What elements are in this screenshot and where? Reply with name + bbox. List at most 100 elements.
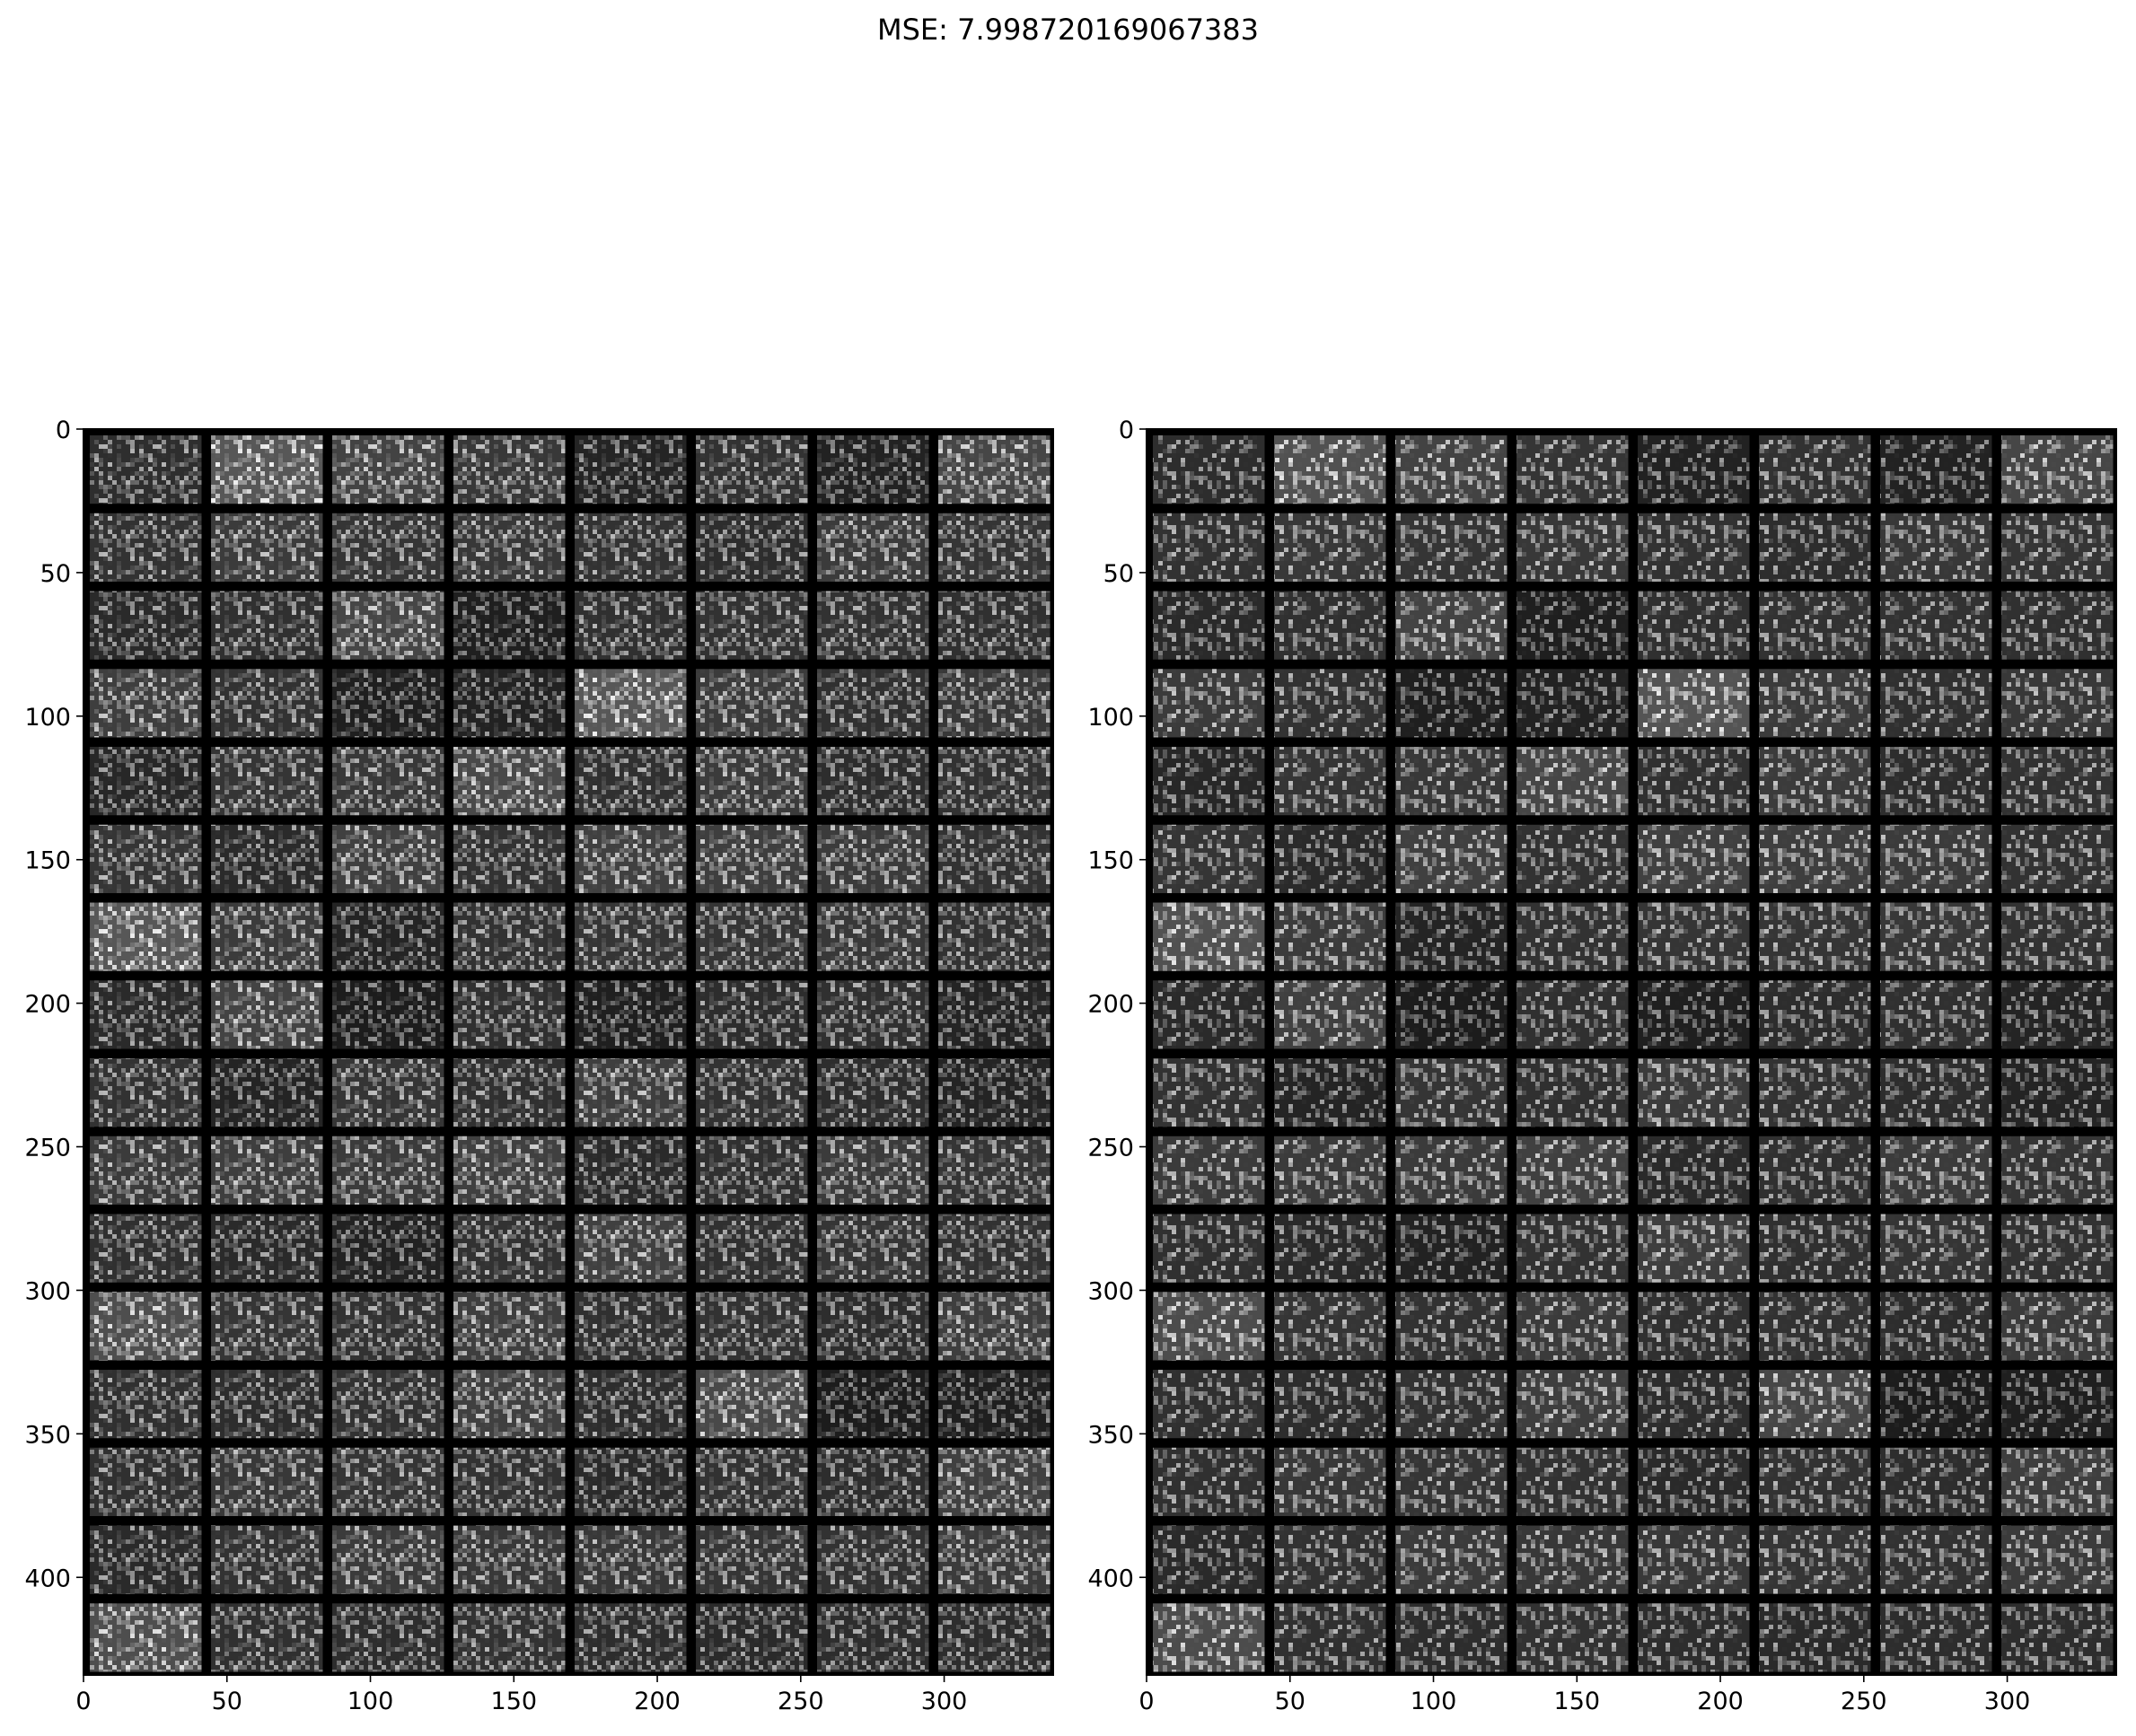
image-tile-r12-c5 (696, 1370, 808, 1439)
y-tick-label: 250 (24, 1135, 71, 1162)
image-tile-r15-c7 (938, 1603, 1050, 1672)
image-tile-r14-c0 (1153, 1525, 1265, 1594)
image-tile-r13-c1 (1274, 1447, 1386, 1516)
image-tile-r10-c2 (332, 1214, 444, 1283)
image-tile-r5-c5 (696, 824, 808, 893)
image-tile-r9-c6 (817, 1135, 929, 1205)
image-tile-r1-c5 (696, 513, 808, 582)
image-tile-r7-c1 (1274, 980, 1386, 1049)
image-tile-r2-c1 (1274, 591, 1386, 660)
image-tile-r3-c1 (1274, 669, 1386, 738)
image-tile-r8-c0 (90, 1058, 202, 1127)
image-tile-r4-c3 (1516, 747, 1629, 816)
image-tile-r5-c0 (1153, 824, 1265, 893)
image-tile-r12-c7 (938, 1370, 1050, 1439)
image-tile-r7-c0 (1153, 980, 1265, 1049)
image-tile-r15-c5 (1759, 1603, 1871, 1672)
image-tile-r2-c1 (211, 591, 323, 660)
image-tile-r9-c4 (575, 1135, 687, 1205)
image-tile-r7-c5 (696, 980, 808, 1049)
image-tile-r8-c2 (332, 1058, 444, 1127)
image-tile-r14-c1 (211, 1525, 323, 1594)
image-tile-r4-c2 (1395, 747, 1508, 816)
image-tile-r11-c2 (332, 1292, 444, 1361)
image-tile-r11-c1 (1274, 1292, 1386, 1361)
image-tile-r13-c5 (1759, 1447, 1871, 1516)
image-tile-r7-c3 (1516, 980, 1629, 1049)
image-tile-r4-c6 (817, 747, 929, 816)
image-tile-r9-c6 (1880, 1135, 1992, 1205)
x-tick-label: 300 (1984, 1688, 2031, 1715)
image-tile-r14-c1 (1274, 1525, 1386, 1594)
image-tile-r6-c4 (1638, 902, 1750, 971)
image-tile-r14-c2 (332, 1525, 444, 1594)
image-tile-r6-c5 (696, 902, 808, 971)
image-tile-r5-c5 (1759, 824, 1871, 893)
image-tile-r10-c3 (453, 1214, 566, 1283)
image-tile-r1-c5 (1759, 513, 1871, 582)
x-tick-label: 100 (347, 1688, 394, 1715)
image-tile-r5-c2 (1395, 824, 1508, 893)
image-tile-r1-c6 (817, 513, 929, 582)
image-tile-r3-c1 (211, 669, 323, 738)
image-tile-r11-c3 (453, 1292, 566, 1361)
image-tile-r9-c4 (1638, 1135, 1750, 1205)
image-tile-r4-c7 (2001, 747, 2114, 816)
image-tile-r5-c2 (332, 824, 444, 893)
image-tile-r5-c4 (1638, 824, 1750, 893)
image-tile-r3-c5 (696, 669, 808, 738)
image-tile-r1-c0 (90, 513, 202, 582)
image-tile-r2-c5 (1759, 591, 1871, 660)
image-tile-r8-c5 (696, 1058, 808, 1127)
image-tile-r6-c0 (90, 902, 202, 971)
image-tile-r5-c1 (1274, 824, 1386, 893)
image-tile-r11-c4 (575, 1292, 687, 1361)
image-tile-r11-c7 (2001, 1292, 2114, 1361)
image-tile-r2-c7 (938, 591, 1050, 660)
image-tile-r13-c4 (1638, 1447, 1750, 1516)
image-tile-r14-c6 (817, 1525, 929, 1594)
image-tile-r8-c7 (938, 1058, 1050, 1127)
image-tile-r12-c0 (1153, 1370, 1265, 1439)
image-tile-r3-c7 (2001, 669, 2114, 738)
image-tile-r13-c6 (1880, 1447, 1992, 1516)
y-tick-label: 50 (40, 560, 71, 588)
image-tile-r12-c1 (211, 1370, 323, 1439)
image-tile-r5-c3 (1516, 824, 1629, 893)
image-tile-r10-c7 (2001, 1214, 2114, 1283)
image-tile-r6-c6 (817, 902, 929, 971)
image-tile-r0-c6 (817, 435, 929, 504)
image-tile-r8-c6 (1880, 1058, 1992, 1127)
x-tick-label: 200 (634, 1688, 681, 1715)
image-tile-r15-c6 (1880, 1603, 1992, 1672)
image-tile-r3-c6 (817, 669, 929, 738)
image-tile-r0-c2 (332, 435, 444, 504)
image-tile-r5-c3 (453, 824, 566, 893)
image-tile-r1-c2 (1395, 513, 1508, 582)
image-tile-r12-c3 (1516, 1370, 1629, 1439)
image-tile-r0-c2 (1395, 435, 1508, 504)
image-tile-r6-c1 (211, 902, 323, 971)
image-tile-r6-c2 (332, 902, 444, 971)
image-tile-r8-c0 (1153, 1058, 1265, 1127)
image-tile-r2-c0 (1153, 591, 1265, 660)
image-tile-r10-c4 (575, 1214, 687, 1283)
image-tile-r7-c2 (332, 980, 444, 1049)
image-tile-r8-c6 (817, 1058, 929, 1127)
image-tile-r7-c5 (1759, 980, 1871, 1049)
image-tile-r12-c4 (1638, 1370, 1750, 1439)
image-tile-r6-c7 (2001, 902, 2114, 971)
image-tile-r2-c5 (696, 591, 808, 660)
image-tile-r10-c1 (211, 1214, 323, 1283)
image-tile-r10-c1 (1274, 1214, 1386, 1283)
image-tile-r9-c1 (1274, 1135, 1386, 1205)
image-tile-r15-c5 (696, 1603, 808, 1672)
image-tile-r6-c0 (1153, 902, 1265, 971)
y-tick-label: 400 (1087, 1565, 1134, 1592)
y-tick-label: 150 (24, 847, 71, 875)
y-tick-label: 100 (24, 704, 71, 732)
image-tile-r0-c1 (211, 435, 323, 504)
image-tile-r13-c1 (211, 1447, 323, 1516)
image-tile-r3-c2 (1395, 669, 1508, 738)
image-tile-r3-c0 (90, 669, 202, 738)
